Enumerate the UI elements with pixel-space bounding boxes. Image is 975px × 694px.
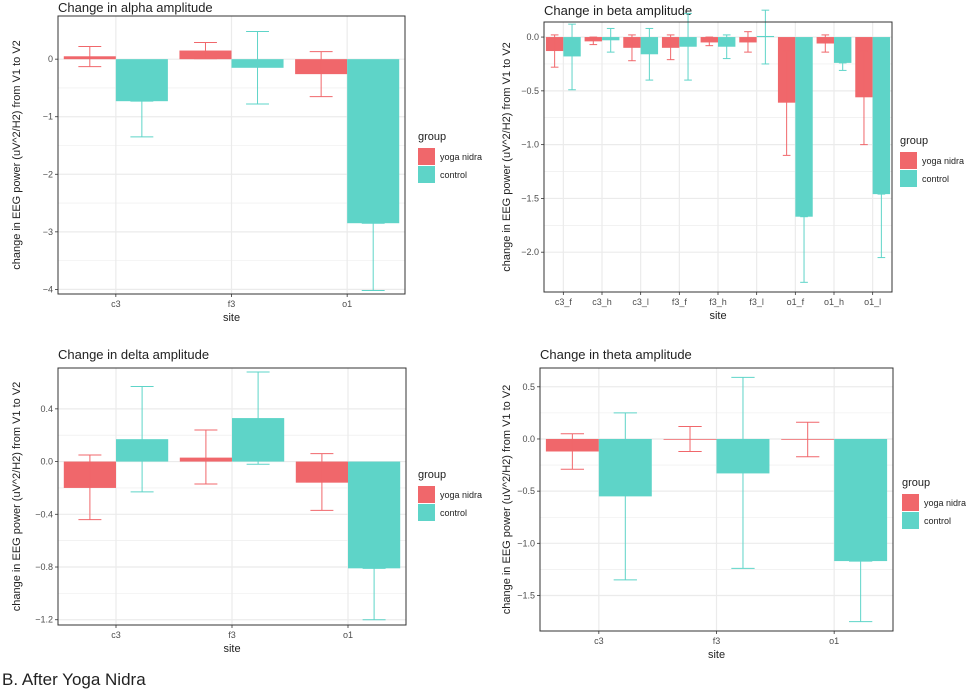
x-tick-label: f3 bbox=[228, 630, 236, 640]
legend-title: group bbox=[900, 135, 928, 147]
y-axis-label: change in EEG power (uV^2/H2) from V1 to… bbox=[11, 40, 23, 270]
y-tick-label: −1.5 bbox=[521, 193, 539, 203]
x-tick-label: c3 bbox=[111, 630, 121, 640]
chart-beta-svg: Change in beta amplitude 0.0 −0.5 −1.0 −1.5 −… bbox=[501, 3, 964, 322]
legend-label-control: control bbox=[440, 508, 467, 518]
chart-title: Change in alpha amplitude bbox=[58, 0, 213, 15]
y-tick-label: 0.4 bbox=[40, 404, 53, 414]
y-tick-label: 0.0 bbox=[40, 457, 53, 467]
legend-swatch-control bbox=[418, 504, 435, 521]
x-tick-label: f3 bbox=[713, 636, 721, 646]
y-tick-label: 0 bbox=[48, 54, 53, 64]
chart-theta: Change in theta amplitude 0.5 0.0 −0.5 −1.0 −… bbox=[490, 340, 975, 665]
x-tick-label: c3 bbox=[111, 299, 121, 309]
bar-control-o1 bbox=[834, 438, 888, 562]
legend: group yoga nidra control bbox=[902, 477, 966, 529]
y-tick-label: −2 bbox=[43, 169, 53, 179]
y-tick-label: −1.0 bbox=[517, 538, 535, 548]
legend-swatch-yoga-nidra bbox=[418, 148, 435, 165]
y-tick-label: 0.0 bbox=[526, 32, 539, 42]
legend-label-yoga-nidra: yoga nidra bbox=[440, 490, 482, 500]
x-tick-label: c3_h bbox=[592, 297, 612, 307]
x-axis-label: site bbox=[223, 312, 240, 324]
legend: group yoga nidra control bbox=[900, 135, 964, 187]
chart-alpha: Change in alpha amplitude 0 −1 −2 −3 −4 c3 f3 o1… bbox=[0, 0, 490, 335]
legend: group yoga nidra control bbox=[418, 469, 482, 521]
legend-swatch-yoga-nidra bbox=[418, 486, 435, 503]
chart-delta-svg: Change in delta amplitude 0.4 0.0 −0.4 −0.8 −… bbox=[11, 347, 482, 655]
chart-title: Change in theta amplitude bbox=[540, 347, 692, 362]
legend-swatch-control bbox=[902, 512, 919, 529]
y-tick-label: −1.0 bbox=[521, 140, 539, 150]
x-tick-label: o1_f bbox=[787, 297, 805, 307]
chart-title: Change in delta amplitude bbox=[58, 347, 209, 362]
y-tick-label: −1.5 bbox=[517, 591, 535, 601]
legend-title: group bbox=[902, 477, 930, 489]
legend: group yoga nidra control bbox=[418, 131, 482, 183]
x-tick-label: c3_f bbox=[555, 297, 573, 307]
bar-control-o1-f bbox=[795, 37, 813, 217]
y-axis-label: change in EEG power (uV^2/H2) from V1 to… bbox=[501, 42, 513, 272]
y-tick-label: −1 bbox=[43, 112, 53, 122]
x-axis-label: site bbox=[709, 310, 726, 322]
bar-control-o1-h bbox=[834, 37, 852, 63]
bar-control-o1-l bbox=[872, 37, 891, 195]
y-tick-label: −0.8 bbox=[35, 562, 53, 572]
y-axis-label: change in EEG power (uV^2/H2) from V1 to… bbox=[501, 385, 513, 615]
chart-theta-svg: Change in theta amplitude 0.5 0.0 −0.5 −1.0 −… bbox=[501, 347, 966, 661]
figure-caption: B. After Yoga Nidra bbox=[2, 670, 146, 689]
x-axis-label: site bbox=[223, 643, 240, 655]
x-tick-label: f3_f bbox=[672, 297, 688, 307]
y-tick-label: −2.0 bbox=[521, 247, 539, 257]
y-axis-label: change in EEG power (uV^2/H2) from V1 to… bbox=[11, 382, 23, 612]
x-tick-label: o1_h bbox=[824, 297, 844, 307]
x-tick-label: o1 bbox=[343, 630, 353, 640]
x-tick-label: c3 bbox=[594, 636, 604, 646]
y-tick-label: 0.0 bbox=[522, 434, 535, 444]
x-tick-label: f3_h bbox=[709, 297, 727, 307]
legend-label-yoga-nidra: yoga nidra bbox=[440, 152, 482, 162]
y-tick-label: −3 bbox=[43, 227, 53, 237]
x-tick-label: c3_l bbox=[632, 297, 649, 307]
bar-control-c3 bbox=[115, 59, 168, 102]
y-tick-label: −0.5 bbox=[517, 486, 535, 496]
x-tick-label: f3_l bbox=[749, 297, 764, 307]
bar-control-o1 bbox=[347, 59, 400, 224]
legend-title: group bbox=[418, 469, 446, 481]
chart-alpha-svg: Change in alpha amplitude 0 −1 −2 −3 −4 c3 f3 o1… bbox=[11, 0, 482, 324]
x-tick-label: o1 bbox=[342, 299, 352, 309]
legend-label-control: control bbox=[440, 170, 467, 180]
chart-title: Change in beta amplitude bbox=[544, 3, 692, 18]
y-tick-label: −1.2 bbox=[35, 615, 53, 625]
legend-title: group bbox=[418, 131, 446, 143]
bar-control-o1 bbox=[348, 461, 401, 569]
plot-border bbox=[57, 367, 407, 626]
legend-label-control: control bbox=[924, 516, 951, 526]
plot-border bbox=[539, 367, 894, 632]
legend-label-yoga-nidra: yoga nidra bbox=[924, 498, 966, 508]
chart-beta: Change in beta amplitude 0.0 −0.5 −1.0 −1.5 −… bbox=[490, 0, 975, 335]
y-tick-label: −4 bbox=[43, 284, 53, 294]
legend-label-control: control bbox=[922, 174, 949, 184]
chart-delta: Change in delta amplitude 0.4 0.0 −0.4 −0.8 −… bbox=[0, 340, 490, 665]
x-tick-label: o1_l bbox=[864, 297, 881, 307]
legend-swatch-control bbox=[418, 166, 435, 183]
legend-swatch-yoga-nidra bbox=[902, 494, 919, 511]
legend-swatch-yoga-nidra bbox=[900, 152, 917, 169]
y-tick-label: −0.5 bbox=[521, 86, 539, 96]
plot-border bbox=[57, 15, 406, 295]
x-tick-label: f3 bbox=[228, 299, 236, 309]
x-axis-label: site bbox=[708, 649, 725, 661]
y-tick-label: −0.4 bbox=[35, 509, 53, 519]
legend-label-yoga-nidra: yoga nidra bbox=[922, 156, 964, 166]
legend-swatch-control bbox=[900, 170, 917, 187]
x-tick-label: o1 bbox=[829, 636, 839, 646]
y-tick-label: 0.5 bbox=[522, 382, 535, 392]
plot-border bbox=[543, 21, 893, 293]
